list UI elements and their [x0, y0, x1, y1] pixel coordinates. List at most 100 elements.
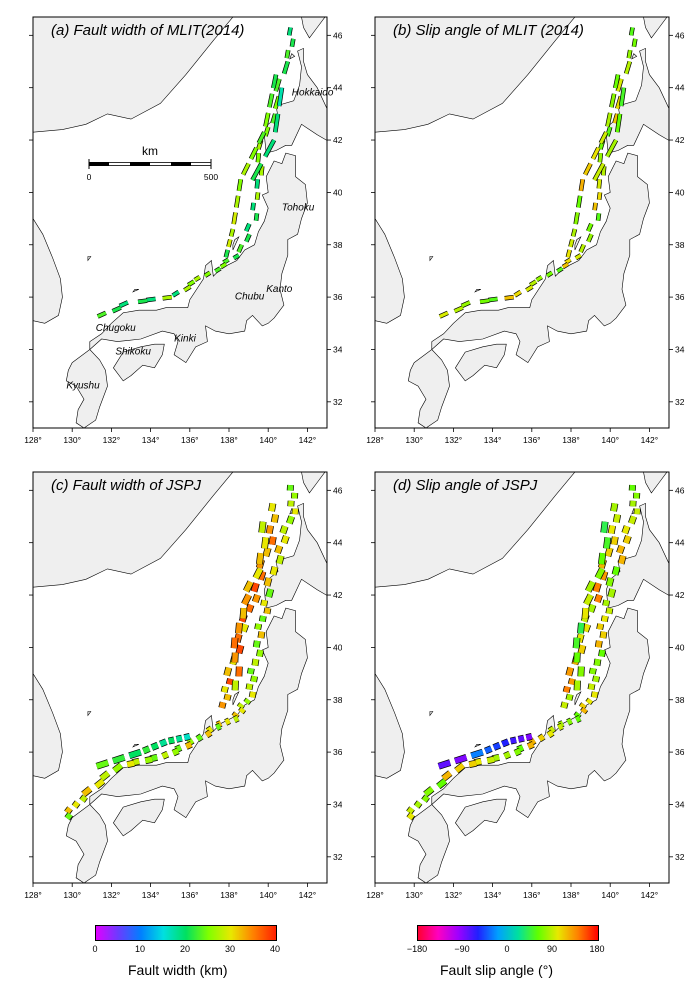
- lat-tick-label: 46°: [333, 30, 342, 40]
- fault-segment: [258, 631, 265, 639]
- fault-segment: [616, 545, 625, 554]
- fault-segment: [603, 537, 611, 549]
- fault-segment: [525, 285, 534, 292]
- fault-segment: [271, 514, 279, 523]
- land-korea: [375, 673, 405, 779]
- fault-segment: [546, 271, 553, 278]
- fault-segment: [270, 566, 278, 576]
- lon-tick-label: 138°: [220, 890, 238, 900]
- fault-segment: [591, 147, 600, 160]
- fault-segment: [214, 266, 222, 273]
- fault-segment: [605, 126, 612, 137]
- lat-tick-label: 32°: [333, 852, 342, 862]
- fault-segment: [126, 760, 135, 768]
- panel-title: (d) Slip angle of JSPJ: [393, 477, 538, 494]
- fault-segment: [168, 737, 175, 744]
- fault-segment: [595, 567, 605, 580]
- fault-segment: [566, 693, 573, 701]
- land-shikoku: [113, 798, 165, 837]
- fault-segment: [263, 126, 270, 137]
- fault-segment: [618, 555, 626, 565]
- fault-segment: [582, 607, 589, 619]
- island-sado: [232, 236, 240, 251]
- lon-tick-label: 136°: [523, 435, 541, 445]
- lon-tick-label: 132°: [103, 435, 121, 445]
- fault-segment: [591, 691, 598, 698]
- fault-segment: [571, 228, 577, 237]
- cb2-tick-0: −180: [406, 944, 428, 954]
- fault-segment: [606, 607, 613, 615]
- region-label: Tohoku: [282, 203, 315, 214]
- lon-tick-label: 138°: [220, 435, 238, 445]
- lon-tick-label: 134°: [142, 435, 160, 445]
- lat-tick-label: 34°: [333, 799, 342, 809]
- fault-segment: [249, 691, 256, 698]
- fault-segment: [594, 658, 601, 667]
- fault-segment: [237, 244, 244, 253]
- lon-tick-label: 140°: [259, 890, 277, 900]
- fault-segment: [561, 701, 568, 709]
- lat-tick-label: 36°: [675, 747, 685, 757]
- fault-segment: [254, 623, 262, 630]
- map-c: 128° 130° 132° 134° 136° 138° 140° 142° 32° 34° 36…: [24, 471, 342, 900]
- lat-tick-label: 44°: [675, 538, 685, 548]
- island-oki: [132, 289, 139, 293]
- fault-segment: [256, 552, 264, 565]
- island-ulleung: [429, 256, 434, 262]
- lat-tick-label: 46°: [675, 30, 685, 40]
- fault-segment: [484, 746, 493, 754]
- fault-segment: [574, 253, 582, 260]
- region-label: Kanto: [266, 284, 293, 295]
- island-oki: [474, 289, 481, 293]
- fault-segment: [566, 249, 572, 258]
- land-primorye: [33, 17, 234, 133]
- fault-segment: [579, 179, 585, 192]
- fault-segment: [622, 525, 630, 535]
- island-ulleung: [87, 256, 92, 262]
- fault-segment: [259, 166, 264, 176]
- lat-tick-label: 36°: [675, 292, 685, 302]
- lat-tick-label: 38°: [333, 695, 342, 705]
- lon-tick-label: 136°: [523, 890, 541, 900]
- land-primorye: [375, 17, 576, 133]
- region-label: Chubu: [235, 292, 265, 303]
- fault-segment: [612, 566, 620, 576]
- colorbar-slip: [417, 925, 599, 941]
- land-sakhalin: [643, 17, 668, 39]
- fault-segment: [529, 280, 537, 287]
- lat-tick-label: 40°: [675, 642, 685, 652]
- fault-segment: [423, 786, 434, 797]
- fault-segment: [72, 800, 80, 809]
- fault-segment: [257, 131, 266, 144]
- fault-segment: [601, 615, 609, 622]
- lat-tick-label: 42°: [333, 135, 342, 145]
- fault-segment: [118, 300, 129, 308]
- lat-tick-label: 44°: [333, 83, 342, 93]
- fault-segment: [267, 93, 274, 108]
- fault-segment: [243, 698, 251, 705]
- fault-segment: [627, 49, 632, 59]
- fault-segment: [222, 258, 230, 265]
- fault-segment: [256, 649, 264, 657]
- fault-segment: [266, 588, 274, 598]
- fault-segment: [232, 212, 238, 225]
- scale-bar: km 0 500: [87, 144, 219, 182]
- lat-tick-label: 42°: [333, 590, 342, 600]
- fault-segment: [204, 271, 211, 278]
- island-sado: [232, 691, 240, 706]
- fault-segment: [175, 735, 183, 743]
- fault-segment: [251, 202, 256, 211]
- cb2-tick-1: −90: [454, 944, 470, 954]
- fault-segment: [586, 223, 593, 232]
- lon-tick-label: 142°: [299, 435, 317, 445]
- fault-segment: [566, 666, 574, 677]
- fault-segment: [79, 794, 88, 803]
- panel-title: (c) Fault width of JSPJ: [51, 477, 202, 494]
- fault-segment: [243, 580, 254, 593]
- fault-segment: [573, 637, 580, 649]
- fault-segment: [99, 770, 110, 781]
- fault-segment: [527, 741, 535, 750]
- map-frame: [32, 16, 328, 429]
- lat-tick-label: 42°: [675, 135, 685, 145]
- lon-tick-label: 134°: [142, 890, 160, 900]
